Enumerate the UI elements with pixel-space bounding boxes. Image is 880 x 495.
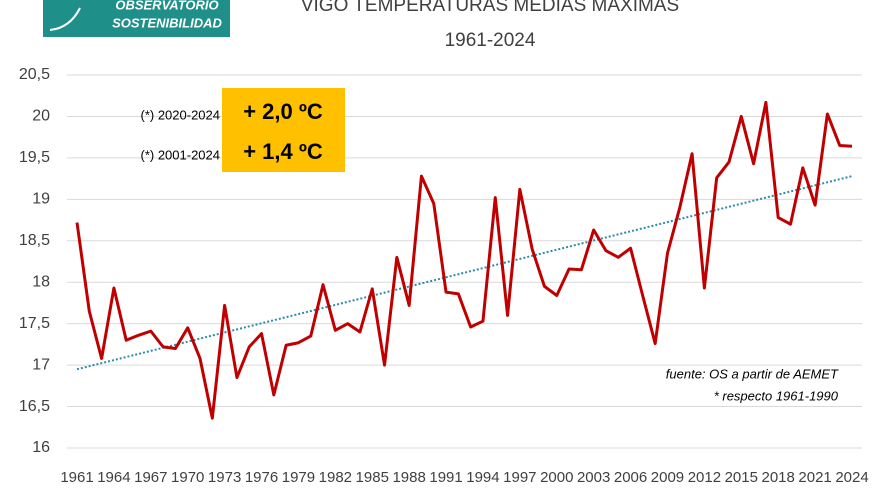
x-tick-label: 2009 (651, 469, 684, 486)
x-tick-label: 1973 (208, 469, 241, 486)
x-tick-label: 2003 (577, 469, 610, 486)
annotation-label: (*) 2020-2024 (141, 107, 221, 122)
x-tick-label: 1991 (429, 469, 462, 486)
annotation-box (222, 88, 345, 172)
y-tick-label: 19 (32, 191, 50, 208)
x-tick-label: 1988 (392, 469, 425, 486)
x-tick-label: 2012 (688, 469, 721, 486)
x-tick-label: 2024 (835, 469, 868, 486)
y-tick-label: 19,5 (19, 149, 50, 166)
x-tick-label: 2006 (614, 469, 647, 486)
annotation-label: (*) 2001-2024 (141, 147, 221, 162)
y-tick-label: 17,5 (19, 315, 50, 332)
x-tick-label: 1961 (60, 469, 93, 486)
trend-line (76, 175, 853, 371)
x-tick-label: 1979 (282, 469, 315, 486)
logo-icon (49, 7, 81, 31)
logo-text: SOSTENIBILIDAD (112, 15, 222, 30)
x-tick-label: 1964 (97, 469, 130, 486)
y-tick-label: 17 (32, 356, 50, 373)
x-tick-label: 1976 (245, 469, 278, 486)
data-line (75, 100, 853, 420)
y-tick-label: 16 (32, 439, 50, 456)
x-tick-label: 1982 (319, 469, 352, 486)
y-tick-label: 20 (32, 108, 50, 125)
y-tick-label: 16,5 (19, 398, 50, 415)
x-tick-label: 2000 (540, 469, 573, 486)
source-note: fuente: OS a partir de AEMET (666, 366, 839, 381)
source-note: * respecto 1961-1990 (714, 388, 839, 403)
x-tick-label: 2015 (725, 469, 758, 486)
annotation-value: + 1,4 ºC (243, 139, 323, 164)
logo-text: OBSERVATORIO (115, 0, 218, 12)
x-tick-label: 1985 (356, 469, 389, 486)
x-tick-label: 1967 (134, 469, 167, 486)
chart-title: VIGO TEMPERATURAS MEDIAS MAXIMAS (301, 0, 679, 16)
x-tick-label: 1970 (171, 469, 204, 486)
annotation-value: + 2,0 ºC (243, 99, 323, 124)
x-tick-label: 1997 (503, 469, 536, 486)
chart-subtitle: 1961-2024 (445, 30, 536, 51)
y-tick-label: 20,5 (19, 66, 50, 83)
x-tick-label: 1994 (466, 469, 499, 486)
x-tick-label: 2021 (798, 469, 831, 486)
y-tick-label: 18 (32, 273, 50, 290)
y-tick-label: 18,5 (19, 232, 50, 249)
x-tick-label: 2018 (762, 469, 795, 486)
